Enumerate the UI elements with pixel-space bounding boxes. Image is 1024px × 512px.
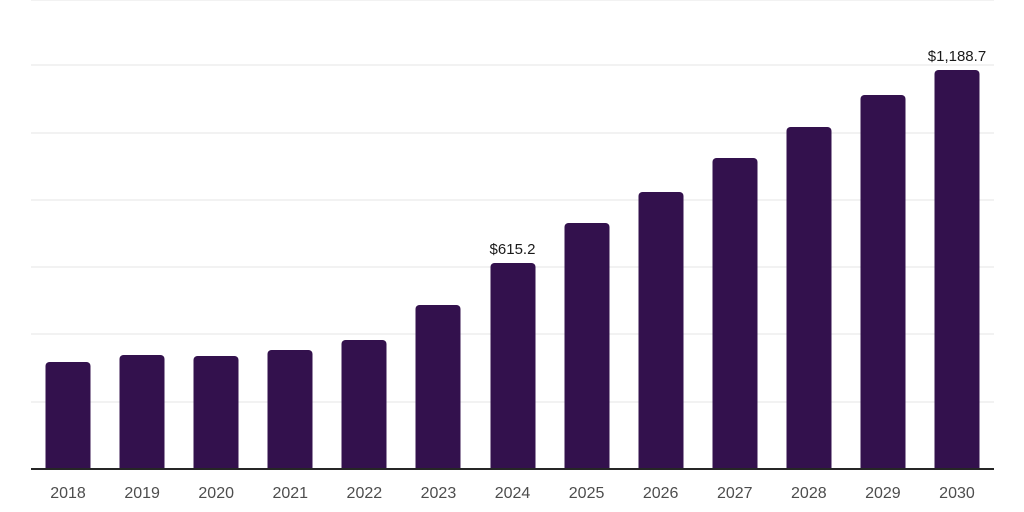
plot-area: $615.2 $1,188.7 [31, 0, 994, 470]
bar-2025[interactable] [564, 223, 610, 470]
x-axis-labels: 2018 2019 2020 2021 2022 2023 2024 2025 2026 2027… [31, 471, 994, 502]
bar-2022[interactable] [341, 340, 387, 470]
bar-2023[interactable] [415, 305, 461, 470]
bar-series: $615.2 $1,188.7 [31, 0, 994, 470]
bar-2027[interactable] [712, 158, 758, 470]
x-tick-label: 2024 [494, 485, 531, 502]
gridline [31, 198, 994, 201]
bar-band [550, 0, 624, 470]
bar-2030[interactable] [934, 70, 980, 470]
bar-2019[interactable] [119, 354, 165, 470]
x-tick-label: 2030 [939, 485, 975, 502]
bar-band [698, 0, 772, 470]
bar-band [624, 0, 698, 470]
gridline [31, 0, 994, 1]
x-tick-label: 2027 [716, 485, 753, 502]
bar-band [327, 0, 401, 470]
bar-band: $615.2 [475, 0, 549, 470]
bar-band [105, 0, 179, 470]
x-tick-label: 2022 [346, 485, 383, 502]
bar-band [179, 0, 253, 470]
x-tick-label: 2021 [272, 485, 309, 502]
bar-value-label: $615.2 [489, 240, 536, 258]
bar-band [846, 0, 920, 470]
bar-2018[interactable] [45, 361, 91, 470]
bar-band: $1,188.7 [920, 0, 994, 470]
bar-band [401, 0, 475, 470]
x-tick-label: 2019 [124, 485, 160, 502]
x-tick-label: 2026 [642, 485, 679, 502]
gridline [31, 64, 994, 67]
bar-2029[interactable] [860, 95, 906, 470]
x-axis-line [31, 468, 994, 470]
x-tick-label: 2023 [420, 485, 457, 502]
bar-band [31, 0, 105, 470]
bar-2026[interactable] [638, 192, 684, 470]
x-tick-label: 2029 [865, 485, 901, 502]
bar-2028[interactable] [786, 126, 832, 470]
bar-value-label: $1,188.7 [927, 48, 987, 65]
bar-2021[interactable] [267, 349, 313, 470]
x-tick-label: 2020 [198, 485, 234, 502]
x-tick-label: 2028 [791, 485, 827, 502]
gridline [31, 131, 994, 134]
bar-band [253, 0, 327, 470]
x-tick-label: 2018 [50, 485, 86, 502]
x-tick-label: 2025 [568, 485, 605, 502]
bar-2024[interactable] [490, 262, 535, 470]
bar-2020[interactable] [193, 355, 239, 470]
bar-band [772, 0, 846, 470]
